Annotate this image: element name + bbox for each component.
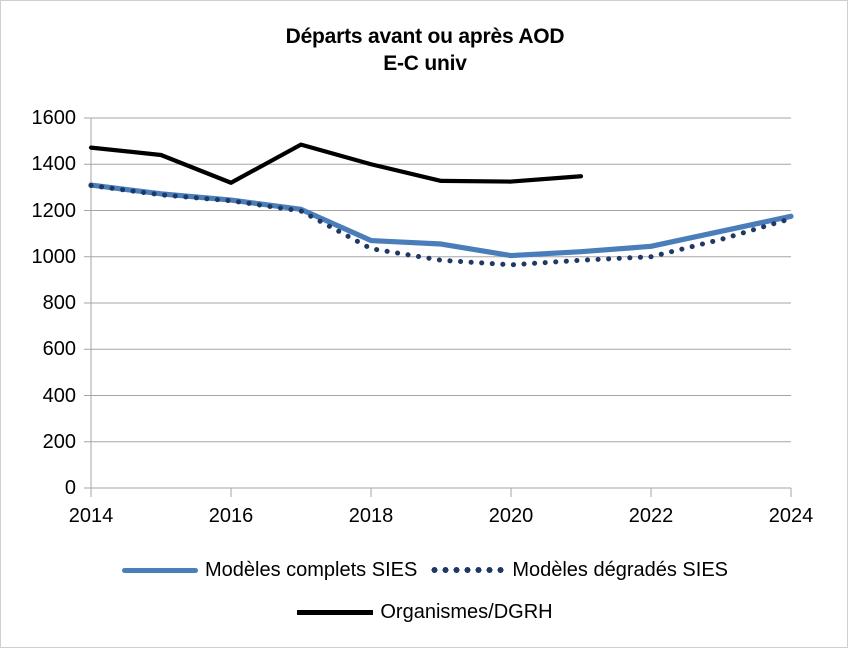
series-line-2: [88, 142, 584, 185]
legend-label-organismes-dgrh: Organismes/DGRH: [380, 601, 553, 623]
chart-title-line-2: E-C univ: [383, 52, 467, 75]
line-solid-blue-icon: [121, 567, 198, 573]
y-axis-tick-label: 400: [42, 384, 76, 407]
x-axis-tick-label: 2020: [488, 505, 534, 527]
x-axis-tick-label: 2022: [628, 505, 674, 527]
y-axis-tick-label: 1600: [31, 107, 77, 129]
chart-title-line-1: Départs avant ou après AOD: [285, 25, 565, 48]
series-line-1: [88, 183, 794, 268]
y-axis-tick-label: 600: [42, 338, 76, 361]
x-axis-tick-label: 2018: [348, 505, 394, 527]
legend-item-organismes-dgrh[interactable]: Organismes/DGRH: [297, 601, 553, 623]
line-solid-black-icon: [297, 609, 374, 615]
legend-label-modeles-degrades-sies: Modèles dégradés SIES: [512, 559, 728, 581]
legend-item-modeles-complets-sies[interactable]: Modèles complets SIES: [121, 559, 418, 581]
y-axis-tick-label: 1400: [31, 153, 77, 176]
y-axis-tick-label: 0: [64, 477, 76, 499]
x-axis-tick-label: 2016: [208, 505, 254, 527]
chart-title: Départs avant ou après AOD E-C univ: [1, 23, 849, 77]
y-axis-tick-label: 200: [42, 430, 76, 453]
legend-row-2: Organismes/DGRH: [1, 591, 849, 633]
legend-row-1: Modèles complets SIES Modèles dégradés S…: [1, 549, 849, 591]
chart-legend: Modèles complets SIES Modèles dégradés S…: [1, 549, 849, 633]
legend-label-modeles-complets-sies: Modèles complets SIES: [204, 559, 418, 581]
y-axis-tick-label: 800: [42, 292, 76, 314]
line-dotted-navy-icon: [429, 567, 506, 573]
x-axis-tick-label: 2014: [68, 505, 114, 527]
y-axis-tick-label: 1200: [31, 199, 77, 222]
y-axis-tick-label: 1000: [31, 245, 77, 268]
x-axis-tick-label: 2024: [768, 505, 814, 527]
legend-item-modeles-degrades-sies[interactable]: Modèles dégradés SIES: [429, 560, 728, 580]
